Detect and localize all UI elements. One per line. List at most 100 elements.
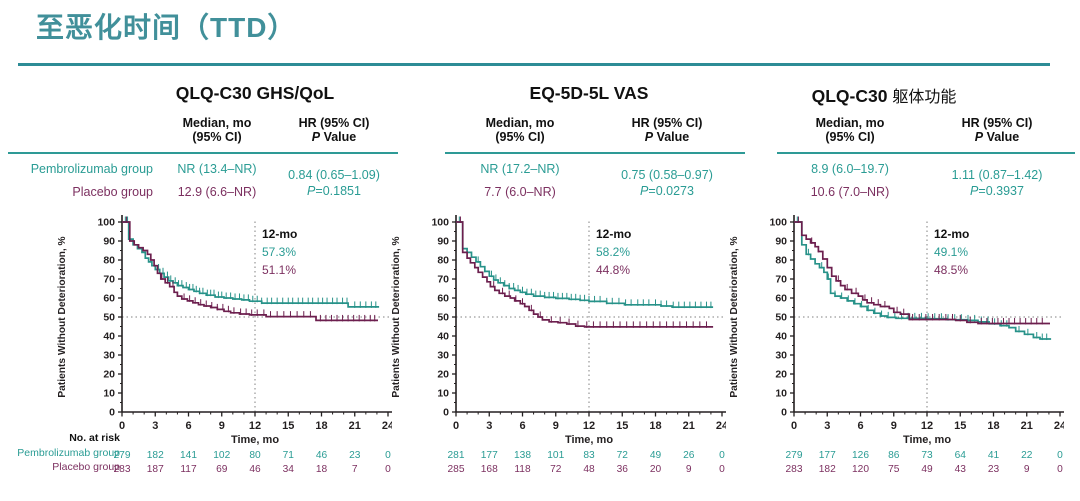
svg-text:75: 75 [888,464,900,475]
hr-cell: 0.84 (0.65–1.09) P=0.1851 [288,168,380,198]
svg-text:182: 182 [819,464,836,475]
svg-text:21: 21 [683,420,695,432]
svg-text:15: 15 [616,420,628,432]
svg-text:18: 18 [316,464,328,475]
pembro-median: NR (13.4–NR) [177,162,257,176]
svg-text:34: 34 [283,464,295,475]
svg-text:40: 40 [437,331,449,343]
svg-text:50: 50 [103,312,115,324]
svg-text:177: 177 [819,450,836,461]
svg-text:24: 24 [382,420,392,432]
svg-text:10: 10 [775,388,787,400]
svg-text:0: 0 [109,407,115,419]
svg-text:60: 60 [775,293,787,305]
title-underline [18,63,1050,66]
svg-text:10: 10 [437,388,449,400]
panel-title-cn: 躯体功能 [892,89,957,106]
svg-text:22: 22 [1021,450,1033,461]
svg-text:86: 86 [888,450,900,461]
svg-text:168: 168 [481,464,498,475]
svg-text:50: 50 [437,312,449,324]
svg-text:12-mo: 12-mo [934,227,969,241]
svg-text:20: 20 [103,369,115,381]
svg-text:102: 102 [213,450,230,461]
svg-text:70: 70 [437,274,449,286]
risk-header: No. at risk [69,432,120,444]
svg-text:43: 43 [955,464,967,475]
svg-text:12-mo: 12-mo [596,227,631,241]
svg-text:0: 0 [385,450,391,461]
svg-text:0: 0 [385,464,391,475]
svg-text:15: 15 [282,420,294,432]
svg-text:48: 48 [583,464,595,475]
svg-text:73: 73 [921,450,933,461]
svg-text:177: 177 [481,450,498,461]
svg-text:0: 0 [791,420,797,432]
svg-text:0: 0 [443,407,449,419]
svg-text:21: 21 [349,420,361,432]
panel-title-ghs-qol: QLQ-C30 GHS/QoL [105,83,405,104]
risk-table-labels: No. at risk Pembrolizumab group Placebo … [6,431,120,475]
svg-text:0: 0 [1057,450,1063,461]
median-header: Median, mo (95% CI) [815,116,885,144]
svg-text:283: 283 [114,464,131,475]
svg-text:70: 70 [103,274,115,286]
svg-text:90: 90 [437,236,449,248]
risk-label-pembrolizumab: Pembrolizumab group [17,446,120,459]
svg-text:18: 18 [315,420,327,432]
svg-text:51.1%: 51.1% [262,263,296,277]
svg-text:126: 126 [852,450,869,461]
svg-text:40: 40 [775,331,787,343]
svg-text:48.5%: 48.5% [934,263,968,277]
svg-text:58.2%: 58.2% [596,245,630,259]
svg-text:281: 281 [448,450,465,461]
svg-text:12: 12 [249,420,261,432]
svg-text:100: 100 [769,217,787,229]
svg-text:80: 80 [775,255,787,267]
stats-rule [777,152,1075,154]
svg-text:3: 3 [486,420,492,432]
svg-text:Patients Without Deterioration: Patients Without Deterioration, % [391,236,402,397]
svg-text:36: 36 [617,464,629,475]
page-title: 至恶化时间（TTD） [36,12,297,43]
svg-text:9: 9 [1024,464,1030,475]
svg-text:12-mo: 12-mo [262,227,297,241]
placebo-row-label: Placebo group [72,185,153,199]
placebo-median: 10.6 (7.0–NR) [810,185,890,199]
svg-text:46: 46 [316,450,328,461]
svg-text:12: 12 [921,420,933,432]
svg-text:57.3%: 57.3% [262,245,296,259]
svg-text:15: 15 [954,420,966,432]
svg-text:69: 69 [216,464,228,475]
svg-text:70: 70 [775,274,787,286]
panel-title-physical-function: QLQ-C30 躯体功能 [734,83,1034,107]
svg-text:12: 12 [583,420,595,432]
svg-text:3: 3 [824,420,830,432]
svg-text:18: 18 [649,420,661,432]
svg-text:0: 0 [719,450,725,461]
placebo-median: 12.9 (6.6–NR) [177,185,257,199]
svg-text:9: 9 [219,420,225,432]
svg-text:50: 50 [775,312,787,324]
svg-text:80: 80 [103,255,115,267]
pembro-row-label: Pembrolizumab group [30,162,153,176]
svg-text:7: 7 [352,464,358,475]
panel-title-eq5d-vas: EQ-5D-5L VAS [439,83,739,104]
svg-text:141: 141 [180,450,197,461]
svg-text:6: 6 [185,420,191,432]
svg-text:Time, mo: Time, mo [565,434,613,446]
svg-text:9: 9 [553,420,559,432]
svg-text:26: 26 [683,450,695,461]
svg-text:41: 41 [988,450,1000,461]
svg-text:20: 20 [650,464,662,475]
svg-text:80: 80 [437,255,449,267]
svg-text:138: 138 [514,450,531,461]
stats-rule [445,152,745,154]
svg-text:30: 30 [103,350,115,362]
svg-text:285: 285 [448,464,465,475]
svg-text:182: 182 [147,450,164,461]
svg-text:46: 46 [249,464,261,475]
svg-text:Patients Without Deterioration: Patients Without Deterioration, % [57,236,68,397]
svg-text:279: 279 [786,450,803,461]
